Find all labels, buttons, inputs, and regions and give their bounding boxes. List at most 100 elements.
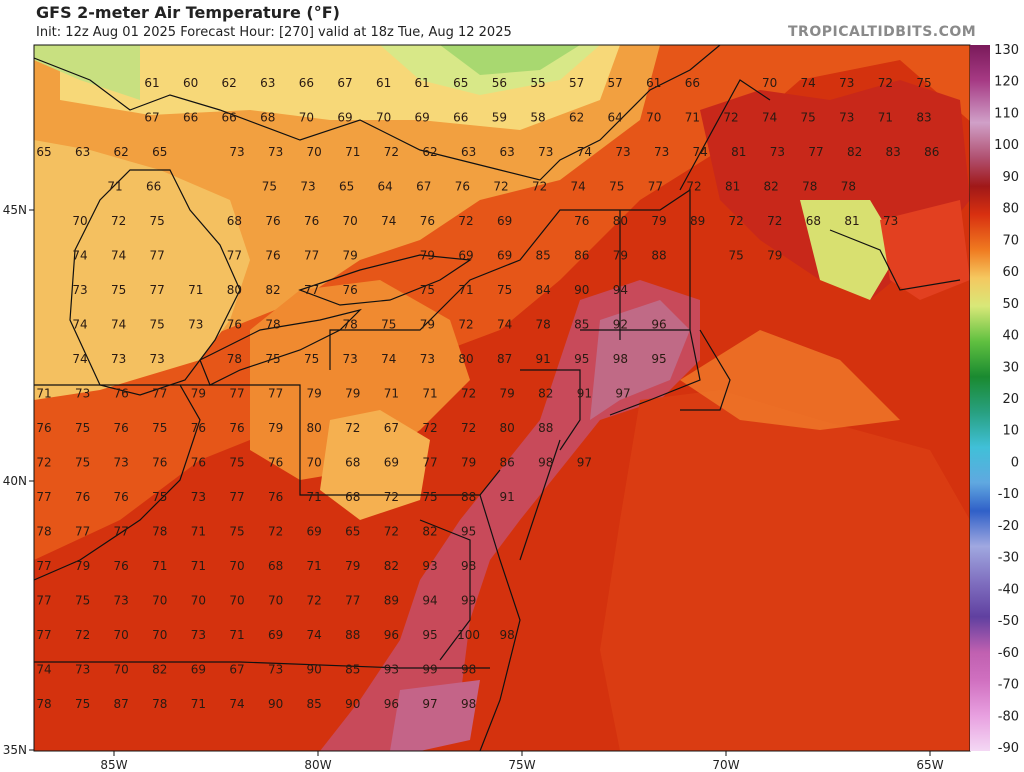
temperature-value: 77 [229, 387, 244, 401]
temperature-value: 75 [422, 490, 437, 504]
temperature-value: 75 [150, 318, 165, 332]
temperature-value: 75 [497, 283, 512, 297]
temperature-value: 76 [268, 456, 283, 470]
temperature-value: 70 [343, 214, 358, 228]
temperature-value: 98 [538, 456, 553, 470]
temperature-value: 79 [613, 249, 628, 263]
temperature-value: 78 [265, 318, 280, 332]
temperature-value: 73 [839, 111, 854, 125]
temperature-value: 72 [75, 628, 90, 642]
temperature-value: 61 [144, 76, 159, 90]
temperature-value: 72 [878, 76, 893, 90]
temperature-value: 80 [227, 283, 242, 297]
temperature-value: 69 [337, 111, 352, 125]
temperature-value: 72 [729, 214, 744, 228]
temperature-value: 66 [146, 180, 161, 194]
temperature-value: 91 [577, 387, 592, 401]
temperature-value: 71 [458, 283, 473, 297]
temperature-value: 85 [345, 663, 360, 677]
temperature-value: 76 [268, 490, 283, 504]
temperature-value: 66 [453, 111, 468, 125]
temperature-value: 73 [300, 180, 315, 194]
temperature-value: 87 [497, 352, 512, 366]
temperature-value: 73 [538, 145, 553, 159]
temperature-value: 76 [114, 421, 129, 435]
temperature-value: 70 [114, 628, 129, 642]
temperature-value: 63 [461, 145, 476, 159]
temperature-value: 71 [188, 283, 203, 297]
temperature-value: 84 [536, 283, 551, 297]
temperature-value: 74 [111, 249, 126, 263]
temperature-value: 73 [191, 628, 206, 642]
temperature-value: 79 [268, 421, 283, 435]
temperature-value: 75 [801, 111, 816, 125]
colorbar-tick-label: -80 [998, 709, 1019, 724]
temperature-value: 63 [75, 145, 90, 159]
temperature-value: 70 [376, 111, 391, 125]
temperature-value: 58 [530, 111, 545, 125]
temperature-value: 72 [686, 180, 701, 194]
temperature-value: 60 [183, 76, 198, 90]
temperature-value: 72 [461, 387, 476, 401]
temperature-value: 75 [609, 180, 624, 194]
temperature-value: 74 [497, 318, 512, 332]
colorbar-scale [970, 45, 990, 751]
colorbar-ticks: 1301201101009080706050403020100-10-20-30… [994, 43, 1019, 756]
temperature-value: 78 [152, 697, 167, 711]
temperature-value: 78 [152, 525, 167, 539]
temperature-value: 55 [530, 76, 545, 90]
colorbar: 1301201101009080706050403020100-10-20-30… [970, 43, 1019, 756]
temperature-value: 74 [801, 76, 816, 90]
lon-label-85w: 85W [100, 758, 127, 772]
temperature-value: 78 [802, 180, 817, 194]
temperature-value: 79 [420, 318, 435, 332]
temperature-value: 81 [844, 214, 859, 228]
temperature-value: 75 [75, 697, 90, 711]
temperature-value: 97 [422, 697, 437, 711]
temperature-value: 73 [839, 76, 854, 90]
temperature-value: 88 [461, 490, 476, 504]
temperature-value: 76 [304, 214, 319, 228]
temperature-value: 75 [75, 421, 90, 435]
temperature-value: 78 [841, 180, 856, 194]
temperature-value: 77 [152, 387, 167, 401]
temperature-value: 71 [191, 697, 206, 711]
temperature-value: 69 [458, 249, 473, 263]
temperature-value: 59 [492, 111, 507, 125]
colorbar-tick-label: -90 [998, 741, 1019, 756]
temperature-value: 72 [422, 421, 437, 435]
latitude-labels: 45N 40N 35N [3, 203, 27, 757]
temperature-value: 76 [420, 214, 435, 228]
temperature-value: 68 [268, 559, 283, 573]
temperature-value: 90 [345, 697, 360, 711]
temperature-value: 98 [461, 663, 476, 677]
temperature-value: 100 [457, 628, 480, 642]
temperature-value: 69 [307, 525, 322, 539]
temperature-value: 79 [345, 387, 360, 401]
temperature-value: 78 [536, 318, 551, 332]
temperature-value: 91 [500, 490, 515, 504]
temperature-value: 65 [345, 525, 360, 539]
temperature-value: 73 [654, 145, 669, 159]
temperature-value: 73 [75, 663, 90, 677]
temperature-value: 71 [878, 111, 893, 125]
temperature-value: 77 [345, 594, 360, 608]
colorbar-tick-label: -10 [998, 487, 1019, 502]
temperature-value: 74 [36, 663, 51, 677]
temperature-value: 71 [191, 525, 206, 539]
temperature-value: 74 [307, 628, 322, 642]
temperature-value: 68 [345, 456, 360, 470]
temperature-value: 82 [847, 145, 862, 159]
temperature-value: 74 [72, 318, 87, 332]
temperature-value: 73 [111, 352, 126, 366]
temperature-value: 83 [916, 111, 931, 125]
temperature-value: 98 [461, 559, 476, 573]
geographic-boundaries [34, 45, 961, 751]
temperature-value: 95 [461, 525, 476, 539]
temperature-value: 75 [229, 525, 244, 539]
temperature-value: 96 [384, 697, 399, 711]
temperature-value: 71 [384, 387, 399, 401]
temperature-value: 71 [345, 145, 360, 159]
brand-watermark[interactable]: TROPICALTIDBITS.COM [788, 24, 977, 40]
longitude-ticks [113, 751, 931, 756]
